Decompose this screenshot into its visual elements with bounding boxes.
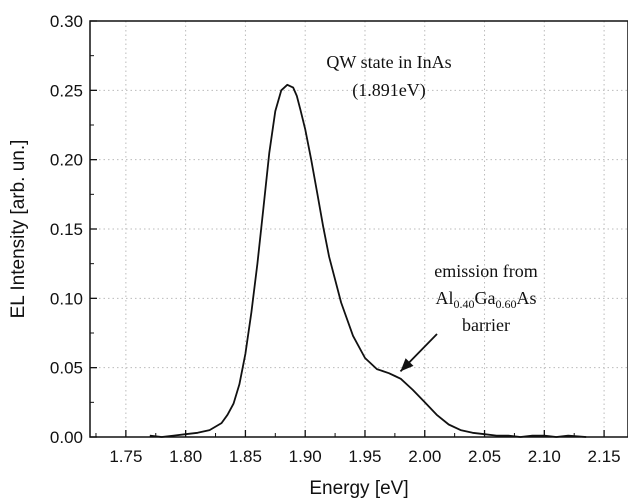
x-tick-label: 2.15 xyxy=(588,447,621,466)
barrier-annotation-formula: Al0.40Ga0.60As xyxy=(435,288,536,311)
x-tick-label: 1.75 xyxy=(109,447,142,466)
barrier-annotation: emission from Al0.40Ga0.60As barrier xyxy=(399,261,538,373)
barrier-annotation-line1: emission from xyxy=(434,261,538,281)
x-tick-labels: 1.75 1.80 1.85 1.90 1.95 2.00 2.05 2.10 2.15 xyxy=(109,447,620,466)
series-line xyxy=(149,83,587,438)
annotation-arrow-head xyxy=(400,358,414,372)
x-axis-title: Energy [eV] xyxy=(309,478,408,499)
peak-annotation: QW state in InAs (1.891eV) xyxy=(326,52,451,101)
y-axis-title: EL Intensity [arb. un.] xyxy=(8,140,29,319)
peak-annotation-line2: (1.891eV) xyxy=(352,80,425,101)
formula-ga: Ga xyxy=(474,288,495,308)
formula-as: As xyxy=(516,288,536,308)
y-tick-label: 0.05 xyxy=(50,359,83,378)
formula-al-subscript: 0.40 xyxy=(453,297,474,311)
x-tick-label: 2.00 xyxy=(408,447,441,466)
y-tick-labels: 0.00 0.05 0.10 0.15 0.20 0.25 0.30 xyxy=(50,12,83,447)
plot-frame xyxy=(89,20,628,438)
plot-background xyxy=(90,21,628,437)
x-tick-label: 2.10 xyxy=(528,447,561,466)
grid xyxy=(90,20,628,438)
y-tick-label: 0.30 xyxy=(50,12,83,31)
barrier-annotation-line3: barrier xyxy=(462,315,510,335)
y-tick-label: 0.15 xyxy=(50,220,83,239)
x-tick-label: 1.90 xyxy=(289,447,322,466)
formula-al: Al xyxy=(435,288,453,308)
formula-ga-subscript: 0.60 xyxy=(495,297,516,311)
y-tick-label: 0.10 xyxy=(50,289,83,308)
y-tick-label: 0.20 xyxy=(50,151,83,170)
peak-annotation-line1: QW state in InAs xyxy=(326,52,451,72)
x-tick-label: 1.85 xyxy=(229,447,262,466)
y-tick-label: 0.25 xyxy=(50,81,83,100)
x-tick-label: 1.95 xyxy=(348,447,381,466)
y-tick-label: 0.00 xyxy=(50,428,83,447)
x-tick-label: 1.80 xyxy=(169,447,202,466)
x-tick-label: 2.05 xyxy=(468,447,501,466)
axis-ticks xyxy=(90,20,605,438)
